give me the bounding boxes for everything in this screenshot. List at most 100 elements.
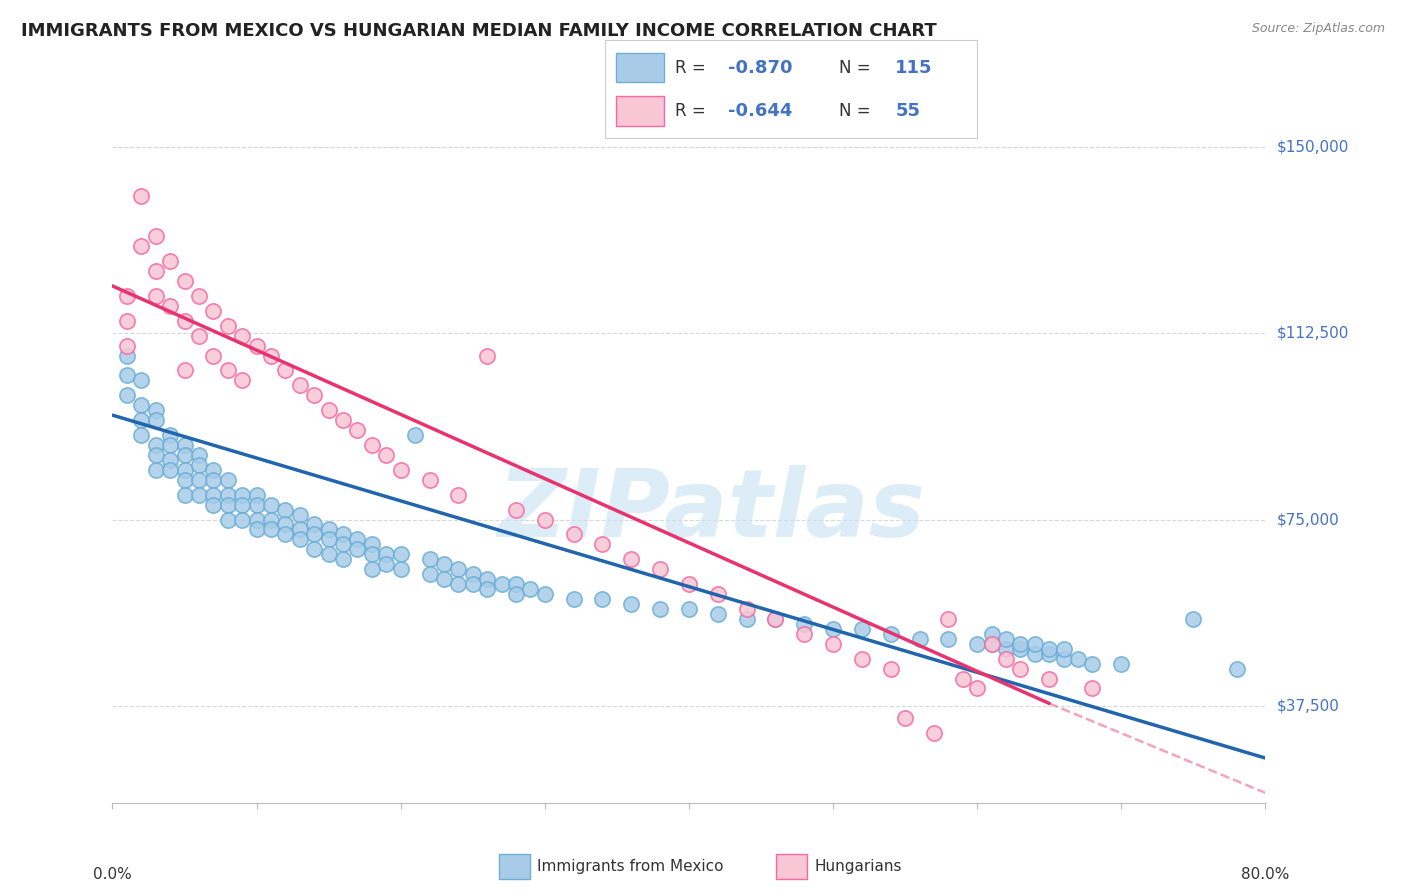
Point	[765, 612, 787, 626]
Point	[346, 542, 368, 557]
Point	[231, 498, 253, 512]
Point	[332, 552, 354, 566]
Point	[115, 289, 138, 303]
Point	[475, 582, 498, 596]
Point	[706, 607, 728, 621]
Point	[202, 488, 225, 502]
Point	[288, 533, 311, 547]
Point	[375, 558, 398, 572]
Point	[1226, 662, 1249, 676]
Point	[202, 473, 225, 487]
Point	[491, 577, 513, 591]
Point	[980, 637, 1002, 651]
Point	[245, 338, 267, 352]
Point	[260, 349, 283, 363]
Point	[159, 428, 181, 442]
Point	[1182, 612, 1205, 626]
Point	[260, 512, 283, 526]
Point	[821, 622, 844, 636]
Point	[346, 533, 368, 547]
Point	[678, 577, 700, 591]
Point	[332, 413, 354, 427]
Point	[188, 458, 211, 472]
Point	[461, 567, 484, 582]
Point	[173, 473, 195, 487]
Text: Immigrants from Mexico: Immigrants from Mexico	[537, 859, 724, 873]
Point	[648, 602, 672, 616]
Point	[332, 527, 354, 541]
Point	[505, 502, 527, 516]
Bar	[616, 96, 664, 126]
Point	[346, 423, 368, 437]
Point	[231, 328, 253, 343]
Point	[145, 448, 167, 462]
Point	[173, 463, 195, 477]
Point	[231, 373, 253, 387]
Point	[1010, 662, 1032, 676]
Point	[115, 338, 138, 352]
Point	[447, 577, 470, 591]
Point	[908, 632, 931, 646]
Point	[318, 533, 340, 547]
Point	[389, 562, 412, 576]
Text: R =: R =	[675, 102, 711, 120]
Point	[389, 547, 412, 561]
Point	[288, 508, 311, 522]
Point	[304, 527, 326, 541]
Point	[159, 463, 181, 477]
Text: Hungarians: Hungarians	[814, 859, 901, 873]
Text: Source: ZipAtlas.com: Source: ZipAtlas.com	[1251, 22, 1385, 36]
Point	[735, 602, 758, 616]
Point	[995, 641, 1018, 656]
Point	[202, 463, 225, 477]
Point	[1052, 641, 1074, 656]
Point	[360, 547, 382, 561]
Text: $112,500: $112,500	[1277, 326, 1348, 341]
Point	[851, 651, 873, 665]
Point	[1024, 637, 1046, 651]
Point	[188, 289, 211, 303]
Point	[419, 567, 441, 582]
Point	[375, 448, 398, 462]
Point	[1052, 651, 1074, 665]
Point	[433, 572, 456, 586]
Point	[173, 314, 195, 328]
Point	[288, 378, 311, 392]
Point	[115, 349, 138, 363]
Point	[1081, 657, 1104, 671]
Point	[936, 632, 959, 646]
Point	[217, 512, 239, 526]
Text: $150,000: $150,000	[1277, 139, 1348, 154]
Point	[129, 373, 153, 387]
Point	[447, 488, 470, 502]
Point	[620, 597, 643, 611]
Point	[936, 612, 959, 626]
Point	[880, 662, 903, 676]
Point	[274, 527, 297, 541]
Point	[274, 502, 297, 516]
Text: IMMIGRANTS FROM MEXICO VS HUNGARIAN MEDIAN FAMILY INCOME CORRELATION CHART: IMMIGRANTS FROM MEXICO VS HUNGARIAN MEDI…	[21, 22, 936, 40]
Point	[793, 627, 815, 641]
Point	[145, 289, 167, 303]
Point	[129, 189, 153, 203]
Point	[360, 562, 382, 576]
Point	[447, 562, 470, 576]
Point	[115, 368, 138, 383]
Point	[188, 328, 211, 343]
Point	[217, 488, 239, 502]
Point	[159, 254, 181, 268]
Point	[274, 363, 297, 377]
Point	[821, 637, 844, 651]
Point	[706, 587, 728, 601]
Point	[217, 318, 239, 333]
Point	[332, 537, 354, 551]
Point	[419, 473, 441, 487]
Point	[202, 498, 225, 512]
Point	[952, 672, 974, 686]
Point	[245, 498, 267, 512]
Point	[159, 453, 181, 467]
Point	[145, 463, 167, 477]
Point	[966, 637, 988, 651]
Text: 0.0%: 0.0%	[93, 867, 132, 882]
Point	[678, 602, 700, 616]
